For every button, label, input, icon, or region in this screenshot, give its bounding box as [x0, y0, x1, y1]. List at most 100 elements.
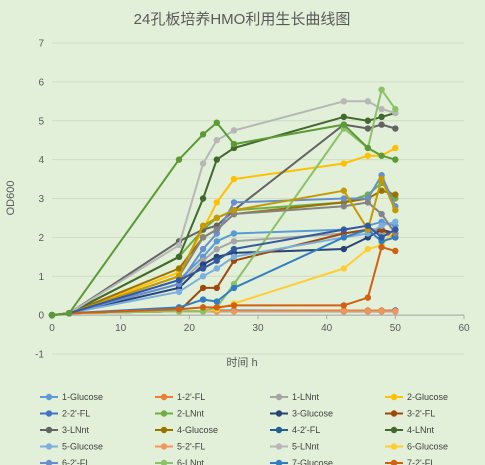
legend-item: 5-2'-FL [155, 442, 205, 452]
legend-label: 1-Glucose [62, 392, 103, 402]
legend-marker [160, 426, 168, 434]
data-point [340, 98, 348, 105]
legend-item: 4-2'-FL [270, 425, 320, 435]
data-point [230, 127, 238, 134]
data-point [378, 86, 385, 93]
legend-marker [45, 426, 53, 434]
legend-marker [45, 459, 53, 465]
data-point [230, 238, 238, 245]
legend-label: 2-LNnt [177, 409, 205, 419]
y-tick-label: 6 [38, 77, 44, 88]
data-point [65, 309, 73, 317]
data-point [392, 206, 399, 214]
data-point [340, 195, 348, 202]
legend-marker [390, 410, 398, 417]
data-point [230, 302, 238, 309]
legend-item: 1-LNnt [270, 392, 320, 402]
legend-label: 6-LNnt [177, 458, 205, 465]
legend-item: 4-LNnt [385, 425, 435, 435]
legend-label: 1-LNnt [292, 392, 320, 402]
data-point [364, 294, 372, 301]
data-point [199, 245, 207, 253]
data-point [199, 273, 207, 280]
legend-marker [390, 426, 398, 434]
data-point [175, 276, 183, 284]
data-point [378, 121, 385, 128]
data-point [340, 113, 348, 121]
data-point [364, 125, 372, 132]
data-point [378, 175, 385, 183]
data-point [213, 226, 220, 233]
series-line [51, 147, 396, 317]
data-point [392, 144, 399, 152]
y-tick-label: 5 [38, 116, 44, 127]
legend-marker [275, 410, 283, 417]
series-line [51, 100, 396, 317]
legend-item: 1-2'-FL [155, 392, 205, 402]
data-point [340, 226, 348, 233]
legend-marker [275, 426, 283, 434]
legend-item: 2-2'-FL [40, 409, 90, 419]
data-point [392, 308, 399, 315]
data-point [213, 265, 220, 272]
data-point [175, 253, 183, 261]
legend-label: 3-LNnt [62, 425, 90, 435]
legend-marker [160, 410, 168, 417]
data-point [340, 265, 348, 272]
data-point [213, 156, 220, 163]
data-point [378, 308, 385, 315]
legend-item: 1-Glucose [40, 392, 103, 402]
data-point [364, 98, 372, 105]
x-axis-title: 时间 h [226, 356, 257, 369]
data-point [230, 140, 238, 148]
legend-item: 5-LNnt [270, 442, 320, 452]
legend-marker [390, 459, 398, 465]
data-point [378, 222, 385, 229]
data-point [364, 152, 372, 159]
data-point [213, 257, 220, 264]
data-point [213, 245, 220, 253]
legend-marker [45, 443, 53, 450]
data-point [230, 206, 238, 214]
data-point [392, 156, 399, 163]
legend-marker [160, 459, 168, 465]
chart-title: 24孔板培养HMO利用生长曲线图 [134, 10, 351, 28]
data-point [364, 245, 372, 253]
data-point [199, 284, 207, 292]
x-tick-label: 10 [115, 323, 127, 334]
y-tick-label: 3 [38, 194, 44, 205]
data-point [199, 222, 207, 229]
legend-label: 4-LNnt [407, 425, 435, 435]
data-point [364, 199, 372, 206]
legend-marker [275, 443, 283, 450]
data-point [378, 243, 385, 251]
data-point [340, 187, 348, 194]
data-point [378, 234, 385, 241]
data-point [213, 136, 220, 144]
legend-label: 4-Glucose [177, 425, 218, 435]
legend-label: 7-2'-FL [407, 458, 435, 465]
data-point [392, 105, 399, 113]
y-axis-title: OD600 [5, 181, 17, 216]
data-point [378, 187, 385, 194]
data-point [340, 245, 348, 253]
data-point [378, 210, 385, 218]
data-point [213, 214, 220, 222]
data-point [230, 245, 238, 253]
legend-label: 1-2'-FL [177, 392, 205, 402]
data-point [340, 234, 348, 241]
data-point [213, 238, 220, 245]
legend-label: 5-2'-FL [177, 442, 205, 452]
data-point [230, 308, 238, 315]
series-line [51, 220, 396, 317]
data-point [392, 218, 399, 226]
data-point [199, 265, 207, 272]
data-point [230, 199, 238, 206]
data-point [378, 105, 385, 113]
data-point [378, 152, 385, 159]
legend: 1-Glucose 1-2'-FL 1-LNnt 2-Glucose 2-2'-FL 2-… [40, 392, 448, 465]
x-tick-label: 20 [184, 323, 196, 334]
data-point [230, 284, 238, 292]
